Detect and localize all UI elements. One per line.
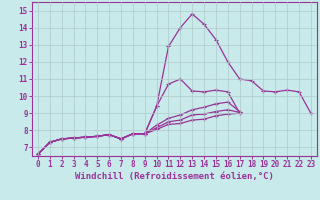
X-axis label: Windchill (Refroidissement éolien,°C): Windchill (Refroidissement éolien,°C) (75, 172, 274, 181)
